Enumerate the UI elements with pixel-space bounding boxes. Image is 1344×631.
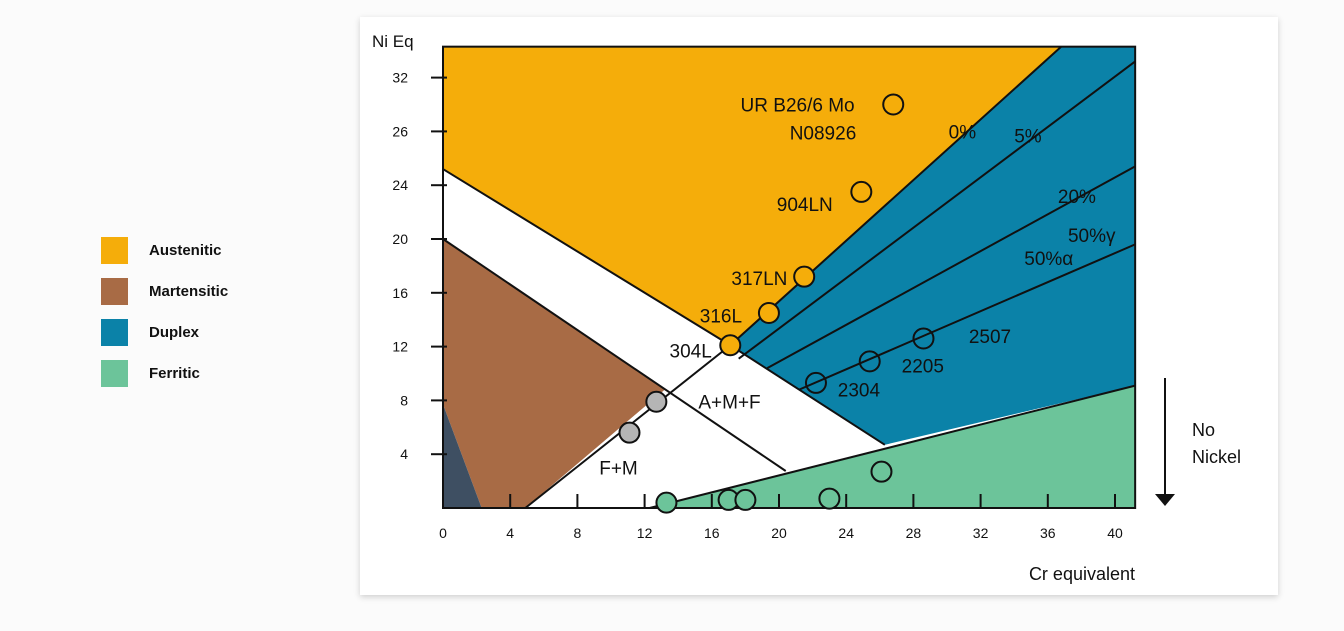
point-904ln: [850, 180, 873, 203]
annotation-label: 2507: [969, 327, 1011, 348]
no-nickel-line1: No: [1192, 420, 1215, 440]
x-tick-label: 36: [1040, 525, 1056, 541]
y-tick-label: 8: [400, 392, 408, 408]
region-austenitic: [443, 46, 1062, 346]
legend-label: Martensitic: [149, 283, 229, 300]
y-tick-label: 32: [392, 70, 408, 86]
annotation-label: 50%γ: [1068, 226, 1116, 247]
data-point: [734, 488, 757, 511]
x-tick-label: 12: [637, 525, 653, 541]
x-axis-label: Cr equivalent: [1029, 564, 1135, 584]
annotation-label: 317LN: [731, 269, 787, 290]
annotation-label: 304L: [670, 342, 712, 363]
x-tick-label: 16: [704, 525, 720, 541]
region-dark: [443, 404, 482, 508]
legend-item-martensitic: Martensitic: [101, 278, 228, 305]
y-tick-label: 20: [392, 231, 408, 247]
y-tick-label: 16: [392, 285, 408, 301]
point-316l: [757, 301, 780, 324]
x-tick-label: 20: [771, 525, 787, 541]
legend-label: Austenitic: [149, 242, 222, 259]
ferrite-50-percent-line: [798, 243, 1136, 391]
y-tick-label: 12: [392, 339, 408, 355]
legend-item-duplex: Duplex: [101, 319, 228, 346]
data-point: [818, 487, 841, 510]
legend-item-austenitic: Austenitic: [101, 237, 228, 264]
annotation-label: A+M+F: [698, 393, 760, 414]
point-2205: [858, 350, 881, 373]
data-point: [870, 460, 893, 483]
x-tick-label: 4: [506, 525, 514, 541]
x-tick-label: 0: [439, 525, 447, 541]
annotation-label: 2304: [838, 381, 881, 402]
region-martensitic: [443, 239, 665, 508]
x-tick-label: 8: [574, 525, 582, 541]
annotation-label: F+M: [599, 459, 638, 480]
point-2507: [912, 327, 935, 350]
point-2304: [804, 371, 827, 394]
point-ur-b26-6-mo: [882, 93, 905, 116]
annotation-label: 316L: [700, 307, 742, 328]
legend-swatch: [101, 237, 128, 264]
x-tick-label: 24: [838, 525, 854, 541]
ferrite-boundary-line: [649, 384, 1136, 509]
annotation-label: 2205: [902, 356, 944, 377]
ferrite-20-percent-line: [766, 165, 1136, 369]
arrow-down-icon: [1155, 378, 1175, 506]
annotation-label: 5%: [1014, 126, 1042, 147]
data-point: [618, 421, 641, 444]
legend-swatch: [101, 360, 128, 387]
y-tick-label: 24: [392, 177, 408, 193]
legend-swatch: [101, 319, 128, 346]
data-point: [655, 491, 678, 514]
data-point: [645, 390, 668, 413]
legend-label: Ferritic: [149, 365, 200, 382]
region-duplex: [730, 46, 1136, 445]
x-tick-label: 32: [973, 525, 989, 541]
y-tick-label: 4: [400, 446, 408, 462]
legend-item-ferritic: Ferritic: [101, 360, 228, 387]
ferrite-5-percent-line: [738, 60, 1136, 360]
plot-frame: [442, 45, 1137, 509]
annotation-label: 50%α: [1024, 249, 1073, 270]
legend: Austenitic Martensitic Duplex Ferritic: [101, 237, 228, 401]
annotation-label: N08926: [790, 124, 857, 145]
martensite-boundary-line: [442, 238, 787, 472]
annotation-label: 20%: [1058, 187, 1096, 208]
legend-label: Duplex: [149, 324, 200, 341]
annotation-label: UR B26/6 Mo: [741, 96, 855, 117]
y-tick-label: 26: [392, 123, 408, 139]
x-tick-label: 40: [1107, 525, 1123, 541]
y-axis-label: Ni Eq: [372, 32, 414, 51]
annotation-label: 904LN: [777, 195, 833, 216]
point-317ln: [793, 265, 816, 288]
x-tick-label: 28: [906, 525, 922, 541]
legend-swatch: [101, 278, 128, 305]
annotation-label: 0%: [949, 122, 977, 143]
no-nickel-line2: Nickel: [1192, 447, 1241, 467]
point-304l: [719, 334, 742, 357]
